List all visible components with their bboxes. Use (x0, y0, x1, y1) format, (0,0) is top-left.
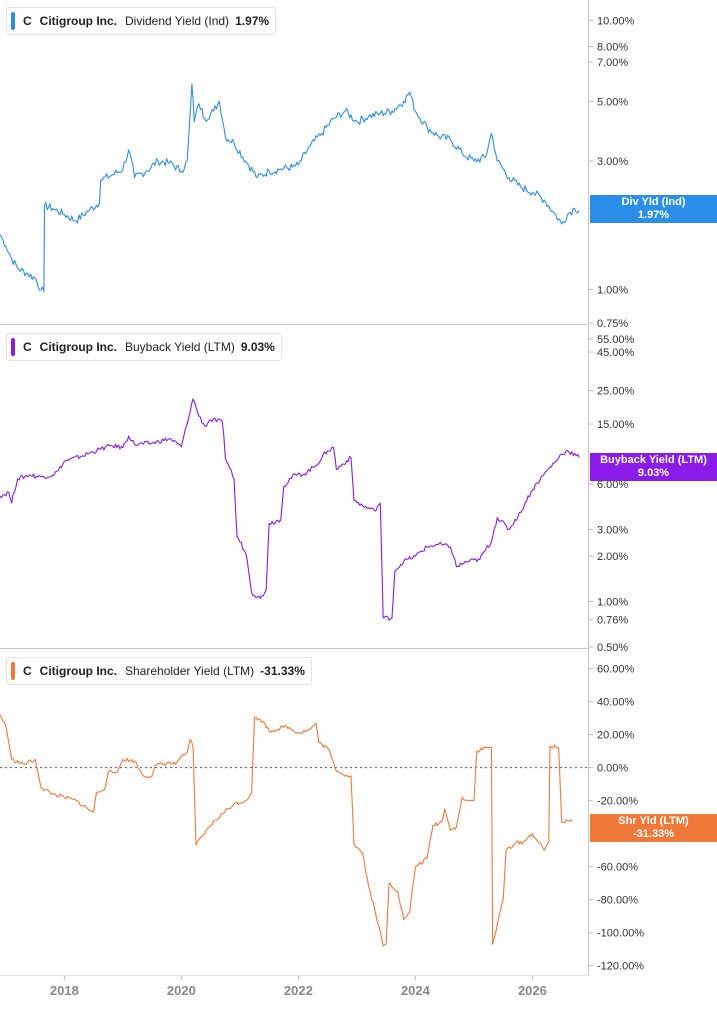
tag-label: Buyback Yield (LTM) (600, 454, 707, 466)
y-tick-label: 1.00% (597, 597, 628, 609)
x-tick-label: 2022 (284, 983, 313, 998)
legend-dividend-yield[interactable]: C Citigroup Inc. Dividend Yield (Ind) 1.… (6, 7, 277, 35)
y-tick-label: 55.00% (597, 334, 635, 346)
tag-value: 9.03% (637, 467, 670, 479)
y-tick-label: 0.50% (597, 642, 628, 654)
y-tick-label: -80.00% (597, 895, 638, 907)
y-tick-label: -100.00% (597, 928, 644, 940)
legend-color-swatch (11, 12, 15, 30)
x-tick-label: 2026 (518, 983, 547, 998)
value-tag-buyback-yield: Buyback Yield (LTM) 9.03% (590, 453, 717, 481)
tag-value: 1.97% (637, 209, 670, 221)
legend-ticker: C (23, 340, 32, 354)
y-tick-label: -120.00% (597, 961, 644, 973)
value-tag-shareholder-yield: Shr Yld (LTM) -31.33% (590, 814, 717, 842)
value-tag-dividend-yield: Div Yld (Ind) 1.97% (590, 195, 717, 223)
legend-shareholder-yield[interactable]: C Citigroup Inc. Shareholder Yield (LTM)… (6, 657, 312, 685)
legend-color-swatch (11, 338, 15, 356)
legend-buyback-yield[interactable]: C Citigroup Inc. Buyback Yield (LTM) 9.0… (6, 333, 282, 361)
tag-label: Shr Yld (LTM) (618, 815, 689, 827)
legend-value: 9.03% (240, 340, 275, 354)
y-tick-label: 25.00% (597, 386, 635, 398)
legend-value: -31.33% (260, 664, 305, 678)
y-tick-label: 7.00% (597, 57, 628, 69)
legend-ticker: C (23, 664, 32, 678)
y-tick-label: -60.00% (597, 862, 638, 874)
x-tick-label: 2018 (50, 983, 79, 998)
legend-color-swatch (11, 662, 15, 680)
y-tick-label: -20.00% (597, 796, 638, 808)
legend-value: 1.97% (235, 14, 270, 28)
y-tick-label: 0.75% (597, 318, 628, 330)
legend-company: Citigroup Inc. (39, 664, 117, 678)
tag-label: Div Yld (Ind) (621, 196, 686, 208)
y-tick-label: 15.00% (597, 419, 635, 431)
y-tick-label: 45.00% (597, 347, 635, 359)
y-tick-label: 0.00% (597, 763, 628, 775)
y-tick-label: 20.00% (597, 730, 635, 742)
legend-company: Citigroup Inc. (39, 14, 117, 28)
y-tick-label: 10.00% (597, 15, 635, 27)
y-tick-label: 1.00% (597, 284, 628, 296)
series-line (0, 83, 580, 293)
series-line (0, 714, 573, 947)
y-tick-label: 3.00% (597, 525, 628, 537)
legend-metric: Buyback Yield (LTM) (125, 340, 235, 354)
y-tick-label: 2.00% (597, 551, 628, 563)
series-line (0, 398, 580, 621)
y-tick-label: 60.00% (597, 664, 635, 676)
legend-ticker: C (23, 14, 32, 28)
legend-company: Citigroup Inc. (39, 340, 117, 354)
x-tick-label: 2020 (167, 983, 196, 998)
y-tick-label: 40.00% (597, 697, 635, 709)
legend-metric: Dividend Yield (Ind) (125, 14, 230, 28)
y-tick-label: 0.76% (597, 615, 628, 627)
y-tick-label: 8.00% (597, 41, 628, 53)
tag-value: -31.33% (633, 828, 674, 840)
y-tick-label: 6.00% (597, 479, 628, 491)
y-tick-label: 5.00% (597, 96, 628, 108)
y-tick-label: 3.00% (597, 156, 628, 168)
legend-metric: Shareholder Yield (LTM) (125, 664, 255, 678)
x-tick-label: 2024 (401, 983, 431, 998)
